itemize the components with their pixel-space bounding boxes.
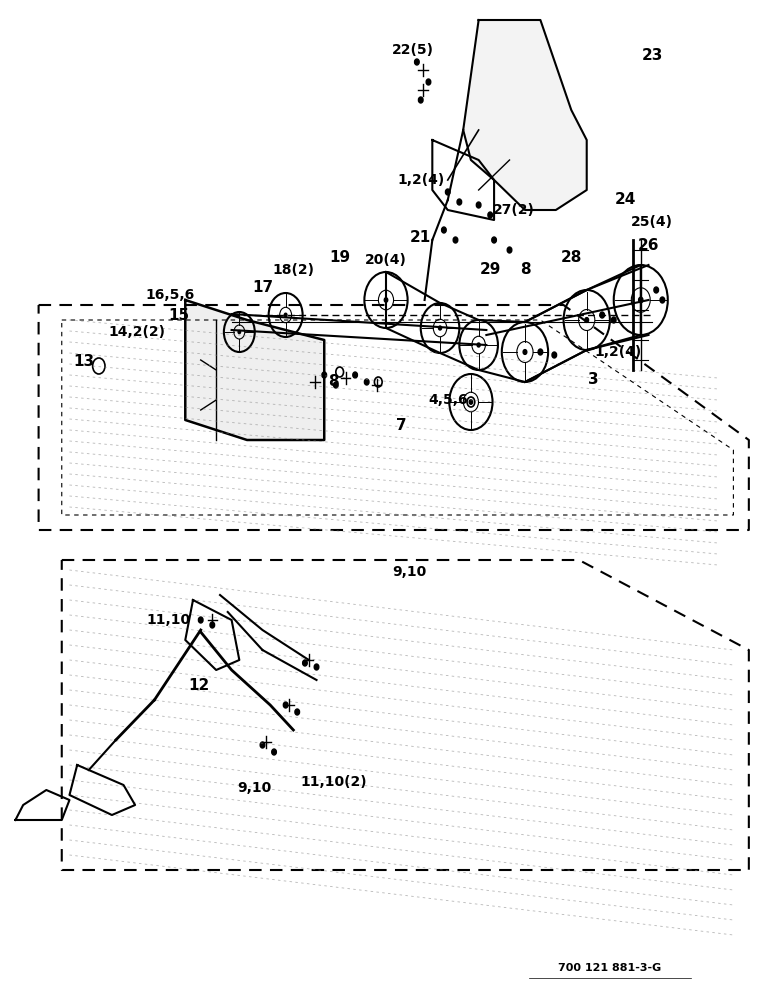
Circle shape <box>488 212 493 218</box>
Circle shape <box>654 287 659 293</box>
Circle shape <box>438 326 442 330</box>
Text: 8: 8 <box>520 262 530 277</box>
Text: 16,5,6: 16,5,6 <box>145 288 195 302</box>
Text: 13: 13 <box>73 355 94 369</box>
Text: 4,5,6: 4,5,6 <box>428 393 468 407</box>
Text: 26: 26 <box>638 237 659 252</box>
Text: 7: 7 <box>396 418 407 432</box>
Text: 3: 3 <box>587 372 598 387</box>
Circle shape <box>295 709 300 715</box>
Text: 17: 17 <box>252 280 273 296</box>
Circle shape <box>445 189 450 195</box>
Text: 20(4): 20(4) <box>365 253 407 267</box>
Text: 19: 19 <box>329 250 350 265</box>
Circle shape <box>453 237 458 243</box>
Circle shape <box>507 247 512 253</box>
Circle shape <box>552 352 557 358</box>
Text: 21: 21 <box>410 231 432 245</box>
Circle shape <box>426 79 431 85</box>
Circle shape <box>284 313 287 317</box>
Circle shape <box>384 298 388 302</box>
Text: 14,2(2): 14,2(2) <box>109 325 166 339</box>
Circle shape <box>611 317 616 323</box>
Circle shape <box>260 742 265 748</box>
Circle shape <box>353 372 357 378</box>
Polygon shape <box>185 300 324 440</box>
Circle shape <box>272 749 276 755</box>
Text: 25(4): 25(4) <box>631 215 673 229</box>
Text: 1,2(4): 1,2(4) <box>397 173 445 187</box>
Circle shape <box>314 664 319 670</box>
Circle shape <box>585 318 588 322</box>
Text: 18(2): 18(2) <box>273 263 314 277</box>
Text: 8: 8 <box>328 374 339 389</box>
Circle shape <box>492 237 496 243</box>
Circle shape <box>283 702 288 708</box>
Circle shape <box>210 622 215 628</box>
Text: 28: 28 <box>560 250 582 265</box>
Circle shape <box>538 349 543 355</box>
Circle shape <box>198 617 203 623</box>
Text: 29: 29 <box>479 262 501 277</box>
Text: 1,2(4): 1,2(4) <box>594 345 642 359</box>
Circle shape <box>477 343 480 347</box>
Circle shape <box>322 372 327 378</box>
Circle shape <box>469 400 472 404</box>
Text: 700 121 881-3-G: 700 121 881-3-G <box>558 963 662 973</box>
Circle shape <box>476 202 481 208</box>
Text: 9,10: 9,10 <box>392 565 426 579</box>
Circle shape <box>660 297 665 303</box>
Text: 11,10(2): 11,10(2) <box>300 775 367 789</box>
Polygon shape <box>463 20 587 210</box>
Circle shape <box>523 350 527 354</box>
Circle shape <box>418 97 423 103</box>
Text: 12: 12 <box>188 678 210 692</box>
Text: 11,10: 11,10 <box>146 613 191 627</box>
Text: 27(2): 27(2) <box>493 203 534 217</box>
Circle shape <box>600 312 604 318</box>
Text: 9,10: 9,10 <box>238 781 272 795</box>
Circle shape <box>238 330 241 334</box>
Circle shape <box>415 59 419 65</box>
Circle shape <box>334 382 338 388</box>
Text: 24: 24 <box>615 192 636 208</box>
Circle shape <box>457 199 462 205</box>
Text: 15: 15 <box>168 308 190 322</box>
Circle shape <box>303 660 307 666</box>
Text: 22(5): 22(5) <box>392 43 434 57</box>
Text: 23: 23 <box>642 47 663 62</box>
Circle shape <box>442 227 446 233</box>
Circle shape <box>364 379 369 385</box>
Circle shape <box>638 297 643 303</box>
